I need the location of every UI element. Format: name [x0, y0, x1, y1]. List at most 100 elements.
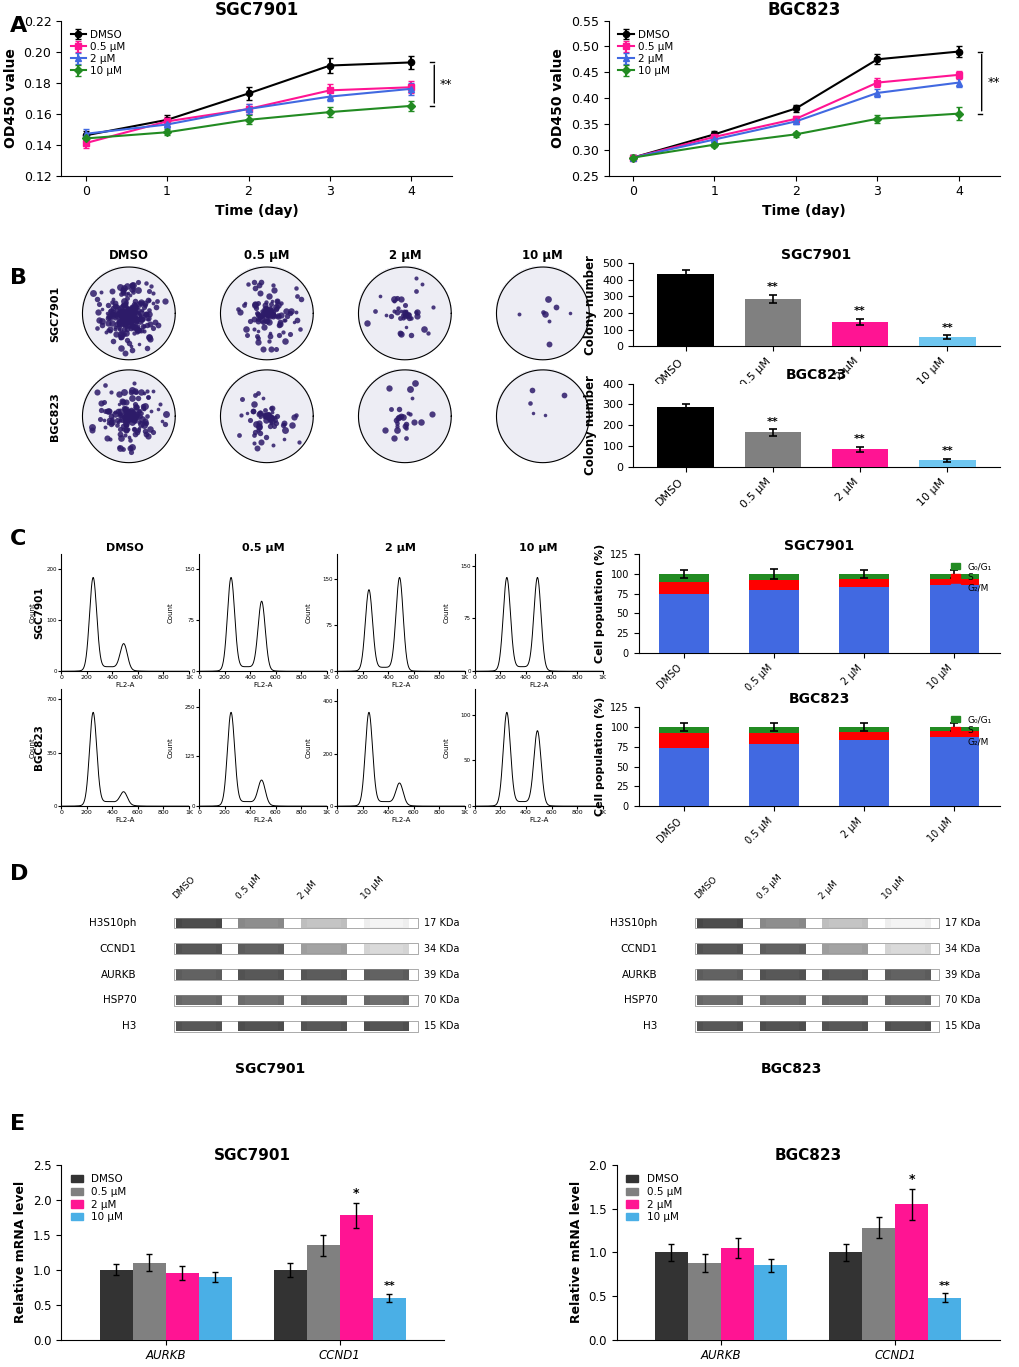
- FancyBboxPatch shape: [370, 1023, 403, 1031]
- Text: AURKB: AURKB: [622, 969, 657, 980]
- Text: Count: Count: [443, 737, 449, 757]
- Text: B: B: [10, 268, 28, 288]
- FancyBboxPatch shape: [182, 997, 215, 1005]
- Text: H3: H3: [643, 1021, 657, 1031]
- Text: Count: Count: [306, 603, 312, 623]
- FancyBboxPatch shape: [759, 917, 805, 928]
- Bar: [687, 1263, 720, 1340]
- Y-axis label: Cell population (%): Cell population (%): [594, 697, 604, 816]
- Title: SGC7901: SGC7901: [781, 247, 851, 262]
- X-axis label: FL2-A: FL2-A: [115, 816, 135, 823]
- Title: 0.5 μM: 0.5 μM: [242, 543, 284, 554]
- Text: H3S10ph: H3S10ph: [89, 919, 137, 928]
- Bar: [744, 432, 801, 466]
- FancyBboxPatch shape: [370, 945, 403, 953]
- X-axis label: FL2-A: FL2-A: [390, 816, 410, 823]
- Bar: [839, 580, 889, 588]
- X-axis label: FL2-A: FL2-A: [115, 682, 135, 688]
- Legend: DMSO, 0.5 μM, 2 μM, 10 μM: DMSO, 0.5 μM, 2 μM, 10 μM: [622, 1170, 686, 1226]
- Text: 34 KDa: 34 KDa: [424, 943, 459, 954]
- Bar: [173, 995, 418, 1006]
- Bar: [695, 1021, 938, 1032]
- FancyBboxPatch shape: [307, 997, 340, 1005]
- FancyBboxPatch shape: [703, 971, 736, 979]
- Title: 0.5 μM: 0.5 μM: [244, 249, 289, 262]
- Bar: [928, 578, 978, 585]
- Text: Count: Count: [31, 737, 36, 757]
- FancyBboxPatch shape: [765, 1023, 799, 1031]
- FancyBboxPatch shape: [884, 969, 930, 980]
- FancyBboxPatch shape: [703, 997, 736, 1005]
- Bar: [839, 727, 889, 731]
- FancyBboxPatch shape: [238, 1021, 284, 1031]
- Bar: [658, 582, 708, 593]
- X-axis label: FL2-A: FL2-A: [253, 682, 272, 688]
- Text: DMSO: DMSO: [692, 875, 718, 901]
- Legend: DMSO, 0.5 μM, 2 μM, 10 μM: DMSO, 0.5 μM, 2 μM, 10 μM: [613, 26, 677, 81]
- Bar: [720, 1248, 753, 1340]
- FancyBboxPatch shape: [884, 917, 930, 928]
- Text: CCND1: CCND1: [620, 943, 657, 954]
- Text: **: **: [383, 1281, 395, 1290]
- Title: SGC7901: SGC7901: [214, 1, 299, 19]
- FancyBboxPatch shape: [884, 943, 930, 954]
- Bar: [339, 1215, 373, 1340]
- Bar: [744, 299, 801, 346]
- Bar: [695, 969, 938, 980]
- FancyBboxPatch shape: [765, 997, 799, 1005]
- FancyBboxPatch shape: [703, 919, 736, 927]
- Bar: [918, 338, 974, 346]
- FancyBboxPatch shape: [765, 945, 799, 953]
- FancyBboxPatch shape: [363, 943, 409, 954]
- FancyBboxPatch shape: [370, 971, 403, 979]
- Text: **: **: [439, 78, 452, 90]
- Bar: [173, 917, 418, 928]
- FancyBboxPatch shape: [245, 919, 278, 927]
- Text: 10 μM: 10 μM: [359, 875, 385, 901]
- Text: Count: Count: [443, 603, 449, 623]
- Bar: [173, 969, 418, 980]
- Text: 15 KDa: 15 KDa: [424, 1021, 460, 1031]
- Bar: [749, 574, 798, 580]
- FancyBboxPatch shape: [182, 945, 215, 953]
- Y-axis label: OD450 value: OD450 value: [551, 48, 565, 148]
- FancyBboxPatch shape: [307, 919, 340, 927]
- FancyBboxPatch shape: [697, 917, 743, 928]
- Text: 34 KDa: 34 KDa: [945, 943, 980, 954]
- Bar: [100, 1270, 132, 1340]
- Bar: [658, 748, 708, 807]
- Text: 70 KDa: 70 KDa: [945, 995, 980, 1005]
- Text: **: **: [766, 417, 779, 427]
- Text: Count: Count: [168, 737, 174, 757]
- Bar: [928, 574, 978, 578]
- FancyBboxPatch shape: [307, 945, 340, 953]
- FancyBboxPatch shape: [245, 971, 278, 979]
- Y-axis label: Colony number: Colony number: [584, 254, 596, 354]
- FancyBboxPatch shape: [697, 1021, 743, 1031]
- X-axis label: FL2-A: FL2-A: [253, 816, 272, 823]
- FancyBboxPatch shape: [891, 919, 923, 927]
- Bar: [656, 407, 713, 466]
- FancyBboxPatch shape: [301, 969, 346, 980]
- FancyBboxPatch shape: [370, 919, 403, 927]
- Bar: [830, 448, 888, 466]
- Text: **: **: [937, 1281, 950, 1290]
- Bar: [658, 593, 708, 653]
- Text: *: *: [908, 1173, 914, 1187]
- Text: 39 KDa: 39 KDa: [424, 969, 459, 980]
- Text: 70 KDa: 70 KDa: [424, 995, 460, 1005]
- FancyBboxPatch shape: [175, 969, 221, 980]
- Bar: [165, 1273, 199, 1340]
- Title: 2 μM: 2 μM: [385, 543, 416, 554]
- Y-axis label: Relative mRNA level: Relative mRNA level: [14, 1181, 28, 1323]
- Legend: DMSO, 0.5 μM, 2 μM, 10 μM: DMSO, 0.5 μM, 2 μM, 10 μM: [66, 1170, 130, 1226]
- Y-axis label: Relative mRNA level: Relative mRNA level: [570, 1181, 582, 1323]
- FancyBboxPatch shape: [182, 1023, 215, 1031]
- FancyBboxPatch shape: [891, 945, 923, 953]
- Bar: [695, 943, 938, 954]
- FancyBboxPatch shape: [175, 917, 221, 928]
- Y-axis label: Cell population (%): Cell population (%): [594, 544, 604, 663]
- Text: C: C: [10, 529, 26, 550]
- FancyBboxPatch shape: [182, 919, 215, 927]
- FancyBboxPatch shape: [363, 917, 409, 928]
